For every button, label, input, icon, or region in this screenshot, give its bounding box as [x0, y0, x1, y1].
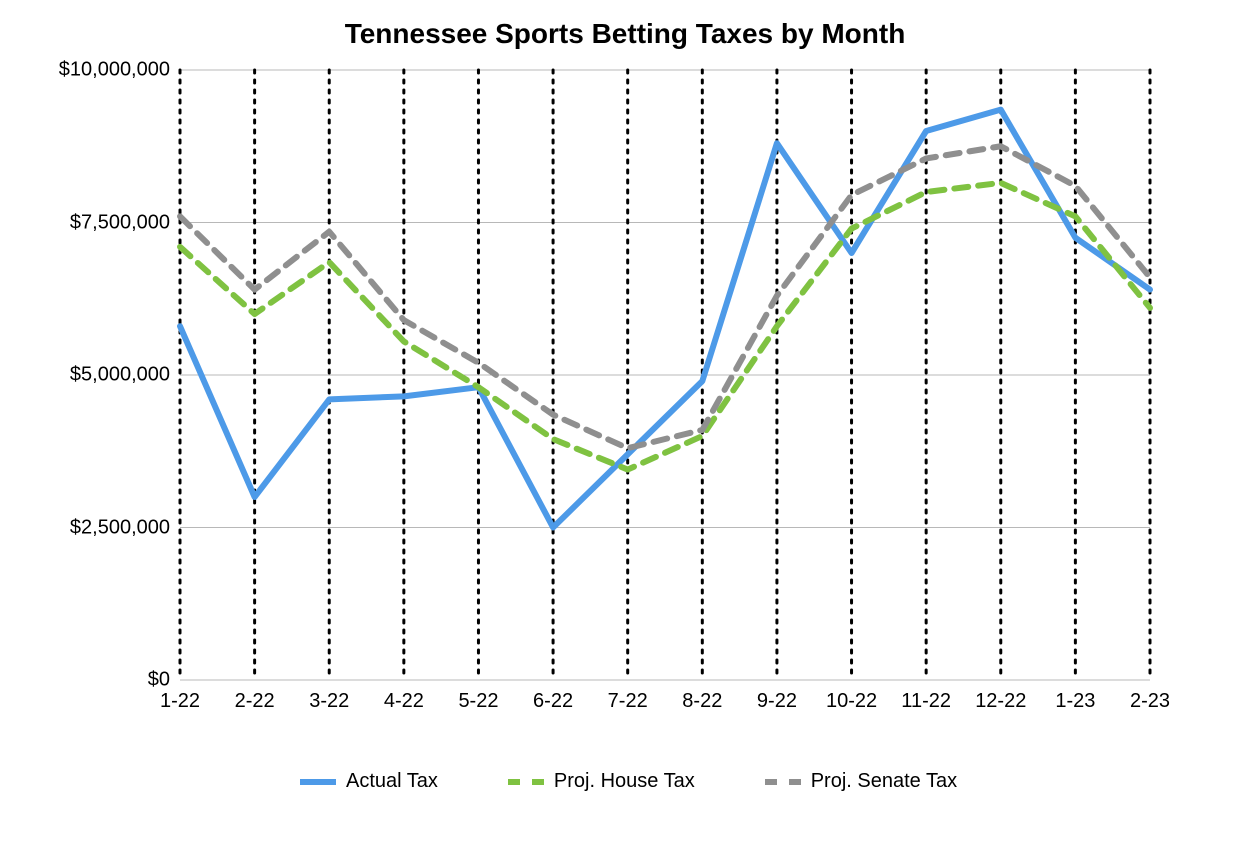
- y-axis-tick-label: $10,000,000: [0, 59, 170, 82]
- series-line: [180, 183, 1150, 470]
- plot-area: [180, 70, 1150, 680]
- plot-svg: [180, 70, 1150, 680]
- chart-container: Tennessee Sports Betting Taxes by Month …: [0, 0, 1250, 850]
- legend-swatch: [300, 779, 336, 785]
- x-axis-tick-label: 1-23: [1055, 690, 1095, 713]
- legend: Actual Tax Proj. House Tax Proj. Senate Ta…: [300, 770, 957, 793]
- y-axis-tick-label: $7,500,000: [0, 211, 170, 234]
- y-axis-tick-label: $2,500,000: [0, 516, 170, 539]
- legend-item: Proj. Senate Tax: [765, 770, 957, 793]
- legend-item: Actual Tax: [300, 770, 438, 793]
- x-axis-tick-label: 4-22: [384, 690, 424, 713]
- x-axis-tick-label: 9-22: [757, 690, 797, 713]
- x-axis-tick-label: 12-22: [975, 690, 1026, 713]
- legend-item: Proj. House Tax: [508, 770, 695, 793]
- legend-swatch: [765, 779, 801, 785]
- x-axis-tick-label: 8-22: [682, 690, 722, 713]
- x-axis-tick-label: 5-22: [458, 690, 498, 713]
- y-axis-tick-label: $5,000,000: [0, 364, 170, 387]
- x-axis-tick-label: 2-23: [1130, 690, 1170, 713]
- legend-swatch: [508, 779, 544, 785]
- x-axis-tick-label: 2-22: [235, 690, 275, 713]
- series-line: [180, 110, 1150, 528]
- legend-label: Actual Tax: [346, 770, 438, 793]
- x-axis-tick-label: 7-22: [608, 690, 648, 713]
- legend-label: Proj. House Tax: [554, 770, 695, 793]
- x-axis-tick-label: 1-22: [160, 690, 200, 713]
- chart-title: Tennessee Sports Betting Taxes by Month: [0, 18, 1250, 50]
- x-axis-tick-label: 11-22: [901, 690, 951, 713]
- x-axis-tick-label: 3-22: [309, 690, 349, 713]
- legend-label: Proj. Senate Tax: [811, 770, 957, 793]
- y-axis-tick-label: $0: [0, 669, 170, 692]
- x-axis-tick-label: 10-22: [826, 690, 877, 713]
- x-axis-tick-label: 6-22: [533, 690, 573, 713]
